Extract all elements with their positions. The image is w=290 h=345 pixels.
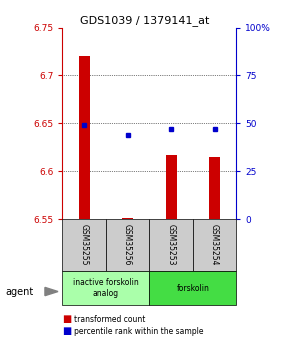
Polygon shape	[45, 287, 58, 296]
Bar	[149, 271, 236, 305]
Text: transformed count: transformed count	[74, 315, 145, 324]
Bar	[149, 219, 193, 271]
Bar	[166, 155, 177, 219]
Bar	[106, 219, 149, 271]
Bar	[62, 219, 106, 271]
Text: GSM35253: GSM35253	[166, 224, 176, 266]
Bar	[122, 218, 133, 219]
Bar	[209, 157, 220, 219]
Bar	[79, 56, 90, 219]
Text: GSM35256: GSM35256	[123, 224, 132, 266]
Text: GSM35254: GSM35254	[210, 224, 219, 266]
Text: forskolin: forskolin	[176, 284, 209, 293]
Text: GDS1039 / 1379141_at: GDS1039 / 1379141_at	[80, 16, 210, 27]
Bar	[193, 219, 236, 271]
Text: GSM35255: GSM35255	[79, 224, 89, 266]
Text: ■: ■	[62, 314, 72, 324]
Text: percentile rank within the sample: percentile rank within the sample	[74, 327, 204, 336]
Bar	[62, 271, 149, 305]
Text: agent: agent	[6, 287, 34, 296]
Text: ■: ■	[62, 326, 72, 336]
Text: inactive forskolin
analog: inactive forskolin analog	[73, 278, 139, 298]
